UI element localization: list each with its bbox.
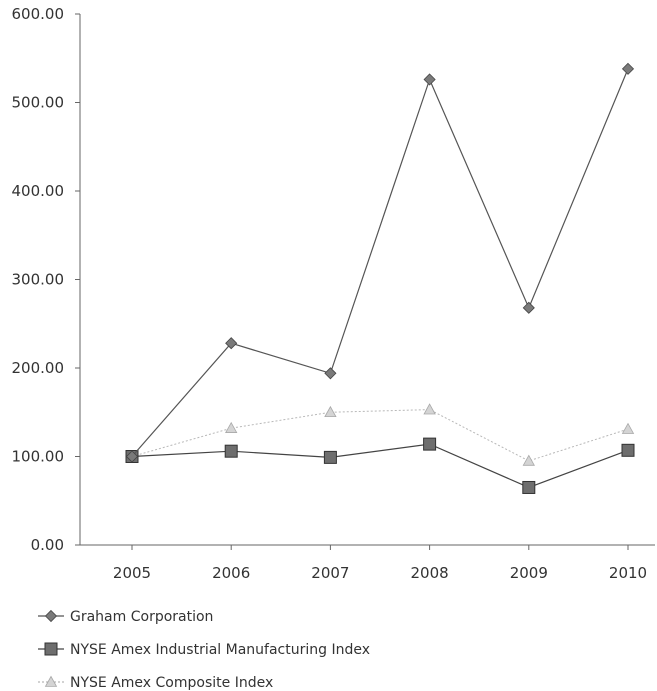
- series-line: [131, 409, 629, 462]
- legend-marker-triangle: [44, 675, 58, 687]
- series-square: [125, 437, 635, 494]
- legend-item: NYSE Amex Composite Index: [38, 675, 273, 691]
- data-point-square: [621, 443, 635, 457]
- data-point-diamond: [522, 301, 535, 314]
- series-triangle: [125, 403, 635, 466]
- data-point-triangle: [522, 454, 535, 466]
- series-layer: [125, 62, 635, 494]
- y-tick-label: 0.00: [31, 536, 64, 554]
- data-point-diamond: [324, 367, 337, 380]
- data-point-square: [224, 444, 238, 458]
- data-point-square: [323, 450, 337, 464]
- data-point-triangle: [225, 421, 238, 433]
- y-tick-label: 300.00: [12, 271, 65, 289]
- legend: Graham Corporation NYSE Amex Industrial M…: [38, 609, 370, 691]
- x-tick-label: 2005: [113, 564, 151, 582]
- data-point-square: [423, 437, 437, 451]
- axes: 0.00 100.00 200.00 300.00 400.00 500.00 600.00…: [12, 5, 655, 582]
- series-line: [131, 68, 629, 457]
- data-point-triangle: [324, 405, 337, 418]
- legend-marker-diamond: [44, 609, 58, 623]
- x-tick-label: 2007: [311, 564, 349, 582]
- y-tick-label: 400.00: [12, 182, 65, 200]
- series-diamond: [125, 62, 635, 463]
- data-point-square: [522, 480, 536, 494]
- y-tick-label: 600.00: [12, 5, 65, 23]
- legend-label: Graham Corporation: [70, 609, 213, 625]
- legend-marker-square: [44, 642, 58, 656]
- x-tick-label: 2009: [510, 564, 548, 582]
- legend-label: NYSE Amex Industrial Manufacturing Index: [70, 642, 370, 658]
- x-tick-label: 2006: [212, 564, 250, 582]
- x-tick-label: 2010: [609, 564, 647, 582]
- data-point-triangle: [621, 422, 635, 434]
- data-point-triangle: [423, 403, 436, 415]
- x-tick-label: 2008: [411, 564, 449, 582]
- y-tick-label: 500.00: [12, 94, 65, 112]
- series-line: [131, 443, 629, 489]
- legend-item: NYSE Amex Industrial Manufacturing Index: [38, 642, 370, 658]
- y-tick-label: 100.00: [12, 448, 65, 466]
- legend-label: NYSE Amex Composite Index: [70, 675, 273, 691]
- y-tick-label: 200.00: [12, 359, 65, 377]
- data-point-diamond: [125, 450, 139, 463]
- data-point-diamond: [423, 73, 436, 86]
- data-point-diamond: [225, 337, 238, 350]
- data-point-diamond: [621, 62, 635, 75]
- legend-item: Graham Corporation: [38, 609, 213, 625]
